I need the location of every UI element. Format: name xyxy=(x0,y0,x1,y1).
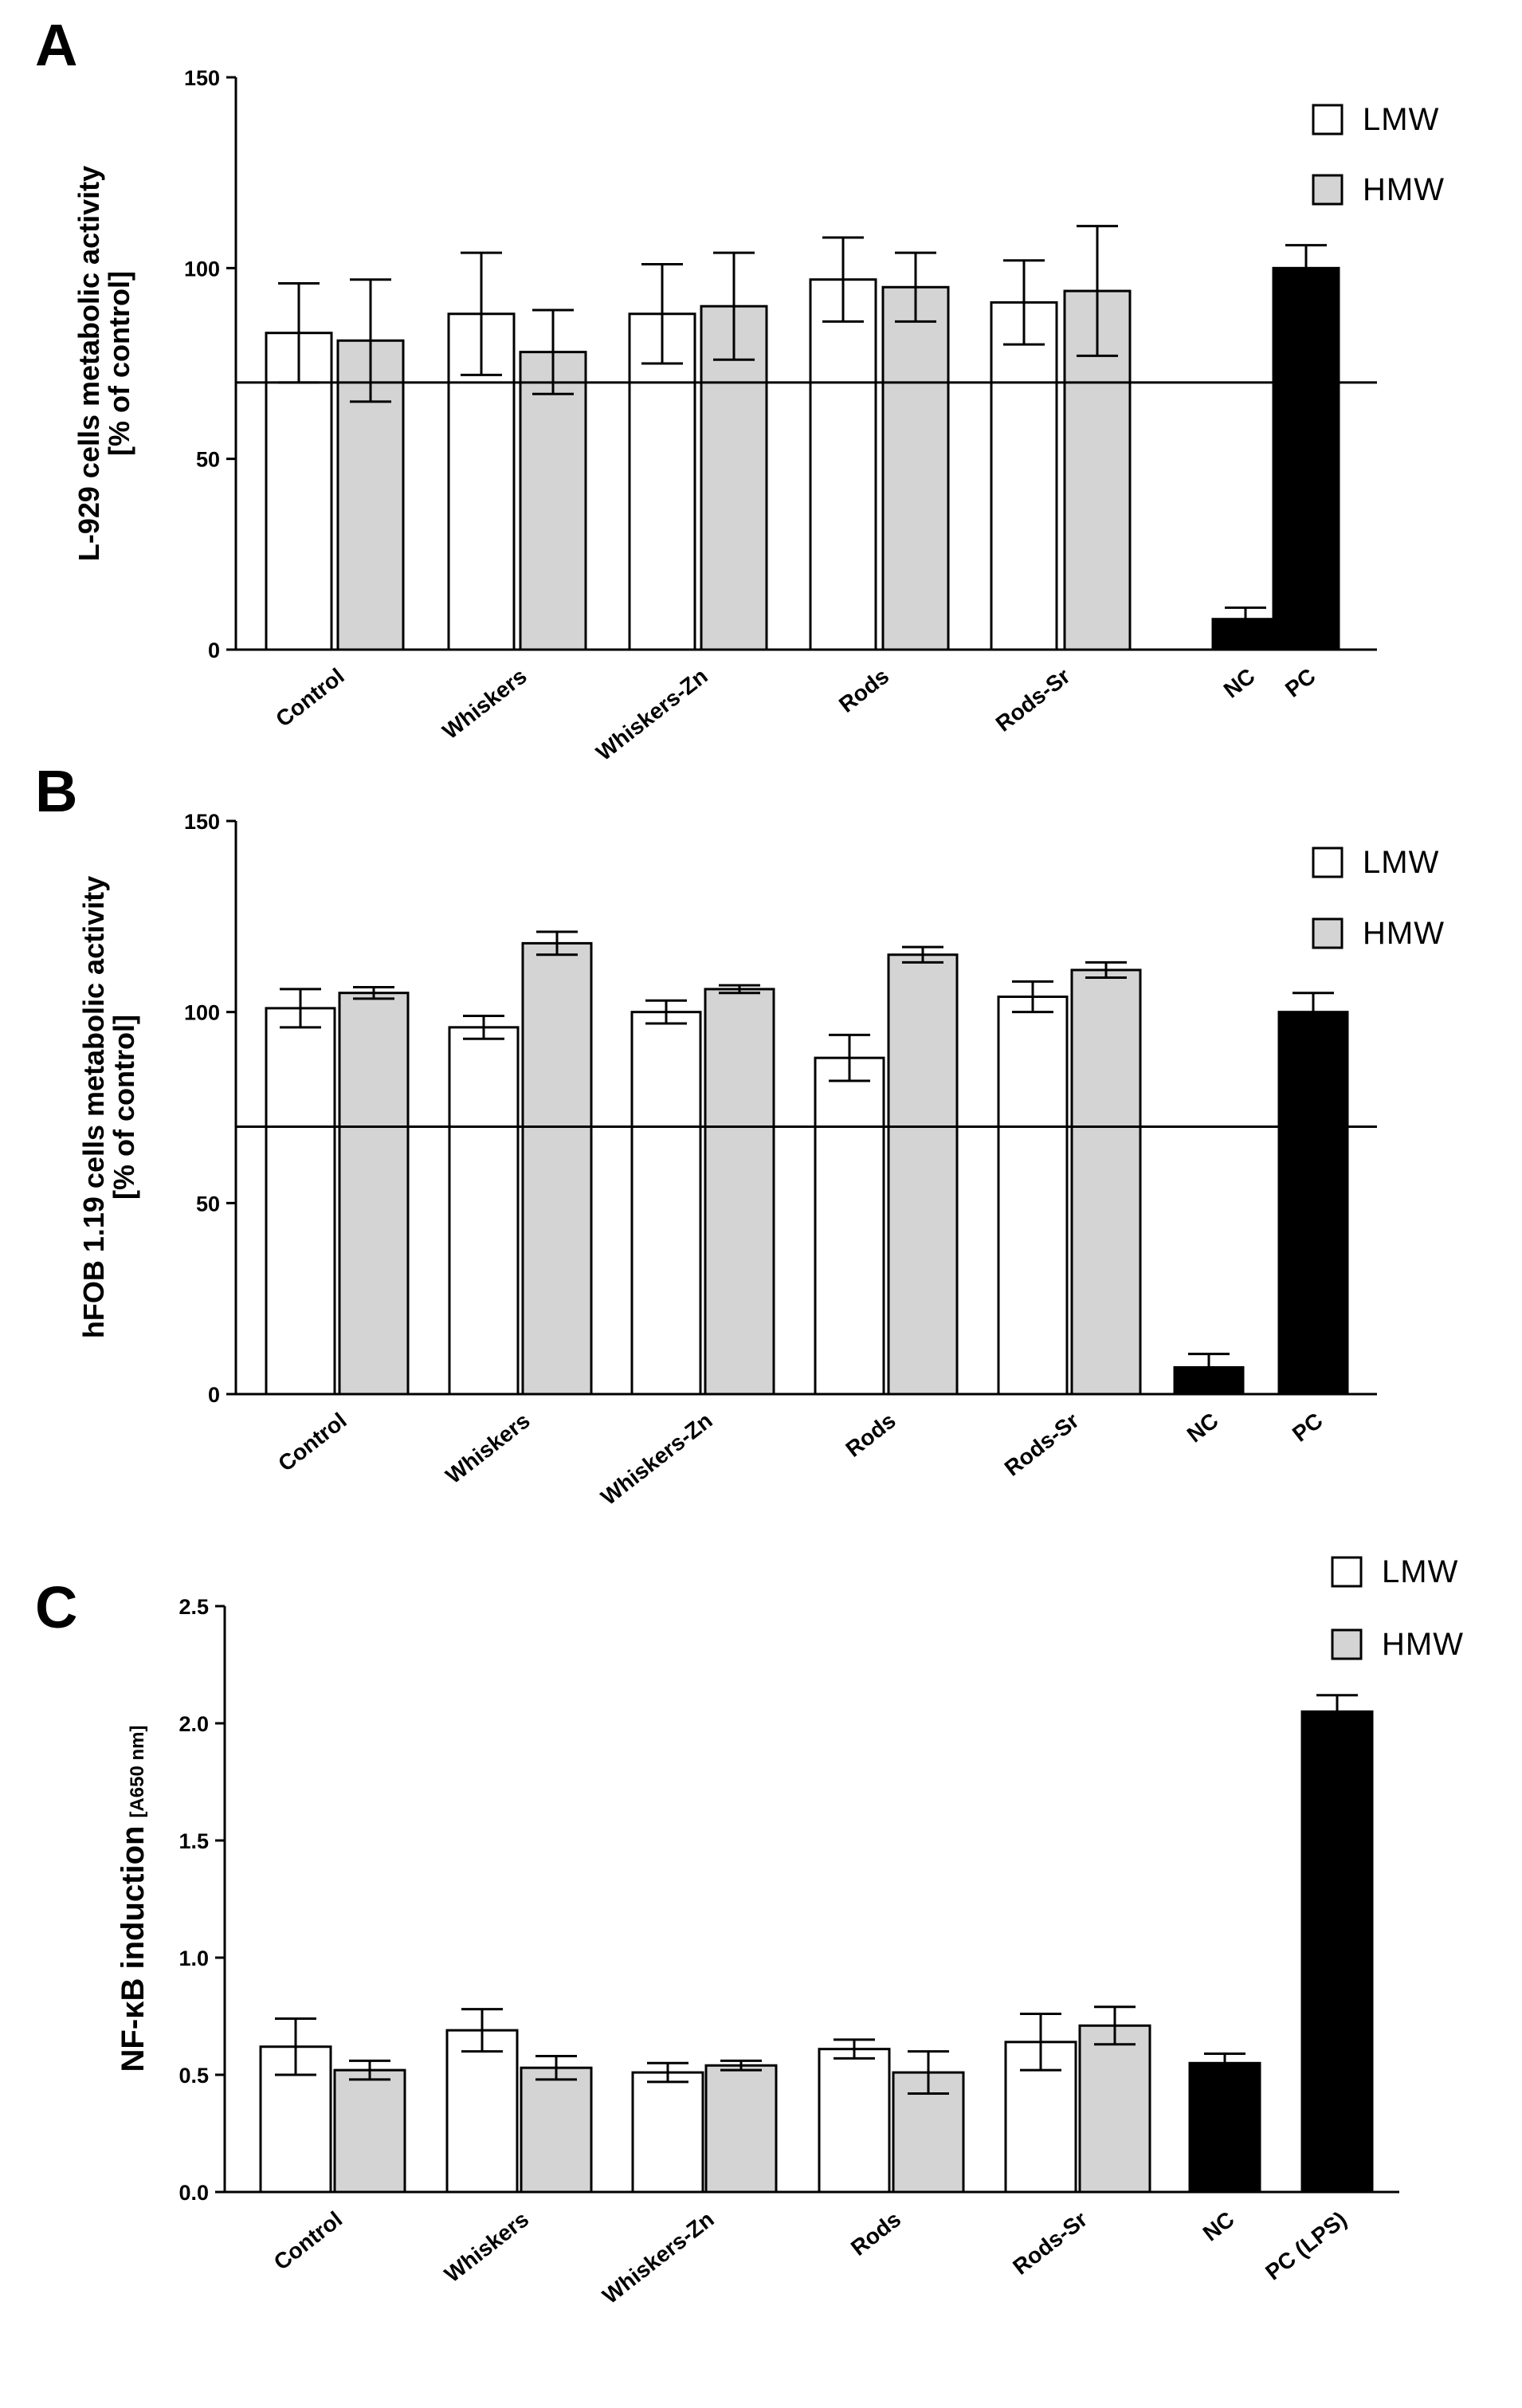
x-tick-label: Whiskers xyxy=(440,2206,533,2287)
panel-b: B 0 50 100 150 hFOB 1.19 cells metabolic acti… xyxy=(35,758,1445,1510)
legend: LMW HMW xyxy=(1331,1554,1464,1662)
x-tick-label: PC xyxy=(1281,663,1320,701)
y-tick-label: 0.0 xyxy=(178,2181,209,2205)
bar-hmw-rods-sr xyxy=(1078,2024,1151,2194)
x-tick-label: PC (LPS) xyxy=(1261,2206,1351,2284)
y-axis-title: hFOB 1.19 cells metabolic activity[% of … xyxy=(77,876,140,1338)
y-tick-label: 50 xyxy=(196,1192,220,1216)
x-tick-label: Whiskers xyxy=(441,1408,535,1488)
panel-letter: C xyxy=(35,1574,77,1640)
legend-label-hmw: HMW xyxy=(1382,1627,1464,1662)
x-tick-label: Rods xyxy=(841,1408,900,1462)
bar-hmw-whiskers-zn xyxy=(704,988,775,1396)
legend-swatch-hmw xyxy=(1312,174,1344,206)
x-tick-label: Control xyxy=(273,1408,351,1476)
bar-hmw-whiskers xyxy=(521,941,593,1396)
bar-lmw-whiskers xyxy=(445,2029,519,2194)
x-tick-label: Whiskers-Zn xyxy=(596,1408,716,1510)
bar-lmw-rods xyxy=(809,278,877,651)
y-axis-label-line2: [% of control] xyxy=(103,271,135,456)
y-tick-label: 100 xyxy=(184,1001,220,1025)
y-axis-label-line2: [% of control] xyxy=(108,1015,140,1200)
panel-a: A 0 50 100 150 L-929 cells metabolic activity… xyxy=(35,12,1445,765)
x-tick-label: Rods-Sr xyxy=(1008,2206,1092,2280)
y-tick-label: 150 xyxy=(184,66,220,90)
x-tick-label: Control xyxy=(271,663,349,732)
x-tick-label: NC xyxy=(1198,2206,1239,2245)
y-axis-label-line1: L-929 cells metabolic activity xyxy=(73,166,105,561)
bar-hmw-whiskers xyxy=(519,351,587,651)
x-tick-label: Control xyxy=(269,2206,347,2275)
y-tick-label: 0.5 xyxy=(178,2064,209,2088)
y-axis-label-line1: hFOB 1.19 cells metabolic activity xyxy=(77,876,110,1338)
bar-hmw-rods xyxy=(881,285,950,651)
bar-pc xyxy=(1272,266,1340,651)
y-axis-label-units: [A650 nm] xyxy=(127,1726,148,1818)
panel-letter: B xyxy=(35,758,77,824)
legend-label-lmw: LMW xyxy=(1363,845,1439,880)
bar-lmw-whiskers-zn xyxy=(630,1011,702,1396)
legend: LMW HMW xyxy=(1312,845,1445,951)
y-tick-label: 2.0 xyxy=(178,1712,209,1736)
legend-swatch-lmw xyxy=(1312,104,1344,136)
x-tick-label: Rods xyxy=(846,2206,905,2261)
legend-label-lmw: LMW xyxy=(1363,102,1439,137)
bar-lmw-control xyxy=(265,332,333,651)
x-tick-label: Whiskers-Zn xyxy=(598,2206,718,2308)
legend-label-lmw: LMW xyxy=(1382,1554,1458,1589)
legend-swatch-hmw xyxy=(1331,1628,1363,1660)
y-tick-label: 2.5 xyxy=(178,1595,209,1619)
bar-pc xyxy=(1300,1710,1374,2194)
y-tick-label: 150 xyxy=(184,810,220,834)
bar-hmw-whiskers xyxy=(520,2066,593,2194)
y-axis-title: NF-κB induction [A650 nm] xyxy=(116,1726,151,2072)
y-tick-label: 50 xyxy=(196,448,220,472)
legend: LMW HMW xyxy=(1312,102,1445,207)
bar-hmw-rods-sr xyxy=(1070,968,1142,1396)
y-tick-label: 0 xyxy=(208,1383,220,1407)
legend-label-hmw: HMW xyxy=(1363,916,1445,951)
bar-hmw-control xyxy=(338,992,410,1396)
bar-hmw-whiskers-zn xyxy=(700,304,768,651)
x-tick-label: NC xyxy=(1219,663,1260,702)
bar-lmw-rods xyxy=(818,2048,891,2194)
x-tick-label: Rods xyxy=(834,663,893,717)
bar-lmw-rods xyxy=(814,1056,885,1396)
bar-lmw-rods-sr xyxy=(997,995,1069,1396)
legend-swatch-hmw xyxy=(1312,917,1344,949)
bar-hmw-control xyxy=(333,2068,406,2194)
bar-nc xyxy=(1188,2061,1261,2194)
x-tick-label: Rods-Sr xyxy=(1000,1408,1084,1481)
y-axis-label-main: NF-κB induction xyxy=(116,1826,151,2072)
x-tick-label: PC xyxy=(1288,1408,1328,1446)
y-axis-label: NF-κB induction [A650 nm] xyxy=(116,1726,151,2072)
bar-hmw-rods xyxy=(887,953,959,1396)
legend-swatch-lmw xyxy=(1331,1556,1363,1588)
panel-letter: A xyxy=(35,12,77,78)
legend-swatch-lmw xyxy=(1312,847,1344,878)
panel-c: C 0.0 0.5 1.0 1.5 2.0 2.5 NF-κB induction [A650 … xyxy=(35,1554,1464,2308)
bar-lmw-rods-sr xyxy=(990,301,1058,651)
x-tick-label: Whiskers xyxy=(438,663,532,744)
x-tick-label: Whiskers-Zn xyxy=(591,663,712,765)
x-tick-label: NC xyxy=(1183,1408,1223,1447)
y-tick-label: 100 xyxy=(184,257,220,281)
bar-lmw-control xyxy=(265,1007,336,1396)
legend-label-hmw: HMW xyxy=(1363,172,1445,207)
y-tick-label: 1.0 xyxy=(178,1946,209,1970)
y-tick-label: 0 xyxy=(208,638,220,662)
y-tick-label: 1.5 xyxy=(178,1829,209,1853)
bar-lmw-whiskers-zn xyxy=(631,2071,704,2194)
x-tick-label: Rods-Sr xyxy=(991,663,1075,737)
y-axis-title: L-929 cells metabolic activity[% of cont… xyxy=(73,166,135,561)
bar-hmw-whiskers-zn xyxy=(704,2064,778,2194)
bar-pc xyxy=(1277,1011,1349,1396)
bar-lmw-whiskers xyxy=(448,1026,520,1396)
